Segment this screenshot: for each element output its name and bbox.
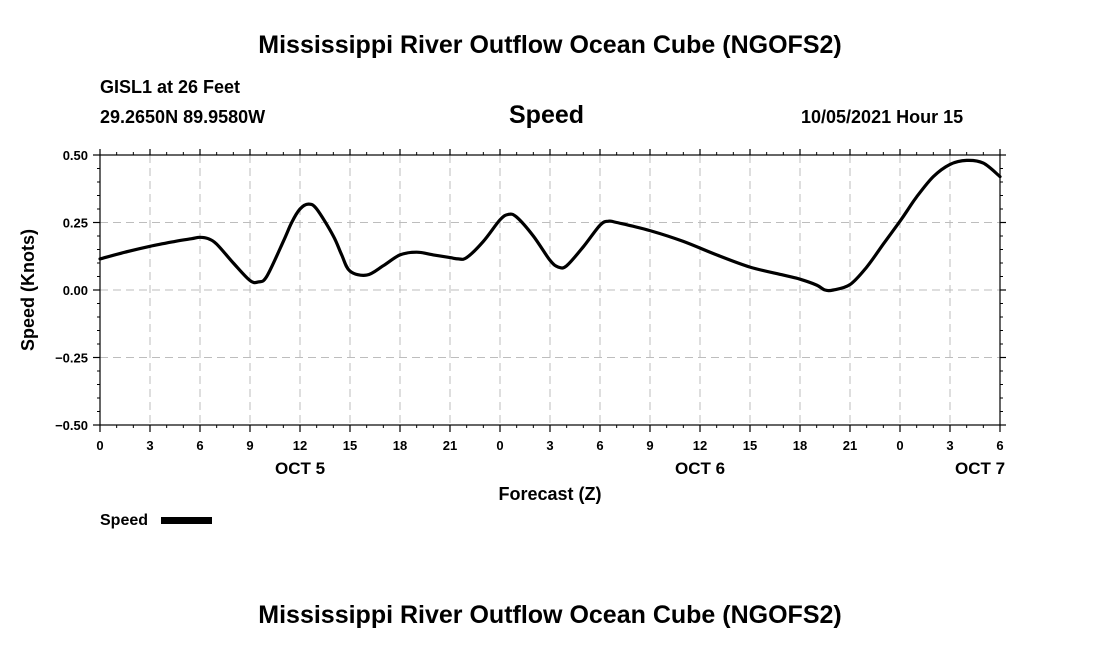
- y-tick-label: −0.25: [55, 351, 88, 366]
- forecast-datetime: 10/05/2021 Hour 15: [801, 107, 964, 127]
- x-tick-label: 3: [146, 438, 153, 453]
- y-tick-labels: 0.50 0.25 0.00 −0.25 −0.50: [55, 148, 88, 433]
- x-tick-label: 21: [443, 438, 457, 453]
- legend-swatch: [161, 517, 212, 524]
- x-tick-label: 0: [96, 438, 103, 453]
- x-tick-label: 9: [246, 438, 253, 453]
- x-tick-label: 9: [646, 438, 653, 453]
- x-tick-label: 12: [293, 438, 307, 453]
- x-tick-label: 15: [743, 438, 757, 453]
- y-tick-label: 0.25: [63, 216, 88, 231]
- x-axis-label: Forecast (Z): [498, 484, 601, 504]
- y-axis-label: Speed (Knots): [18, 229, 38, 351]
- legend-label: Speed: [100, 512, 148, 529]
- x-tick-label: 15: [343, 438, 357, 453]
- day-label: OCT 5: [275, 459, 325, 478]
- day-label: OCT 6: [675, 459, 725, 478]
- x-tick-label: 21: [843, 438, 857, 453]
- x-tick-label: 0: [496, 438, 503, 453]
- y-tick-label: 0.50: [63, 148, 88, 163]
- x-tick-label: 18: [793, 438, 807, 453]
- speed-series-line: [98, 158, 1002, 293]
- x-tick-label: 18: [393, 438, 407, 453]
- chart-title-top: Mississippi River Outflow Ocean Cube (NG…: [258, 31, 842, 59]
- x-tick-label: 3: [546, 438, 553, 453]
- x-tick-label: 6: [596, 438, 603, 453]
- x-tick-label: 6: [196, 438, 203, 453]
- station-coordinates: 29.2650N 89.9580W: [100, 107, 266, 127]
- x-tick-label: 3: [946, 438, 953, 453]
- x-tick-label: 0: [896, 438, 903, 453]
- x-tick-label: 6: [996, 438, 1003, 453]
- day-label: OCT 7: [955, 459, 1005, 478]
- y-tick-label: 0.00: [63, 283, 88, 298]
- station-label: GISL1 at 26 Feet: [100, 77, 241, 97]
- grid-lines: [100, 155, 1000, 425]
- plot-frame: [99, 154, 1001, 426]
- x-tick-label: 12: [693, 438, 707, 453]
- y-tick-label: −0.50: [55, 418, 88, 433]
- day-labels: OCT 5 OCT 6 OCT 7: [275, 459, 1005, 478]
- chart-title-bottom: Mississippi River Outflow Ocean Cube (NG…: [258, 601, 842, 629]
- variable-title: Speed: [509, 101, 585, 129]
- x-tick-labels: 0 3 6 9 12 15 18 21 0 3 6 9 12 15 18 21 0 3 6: [96, 438, 1003, 453]
